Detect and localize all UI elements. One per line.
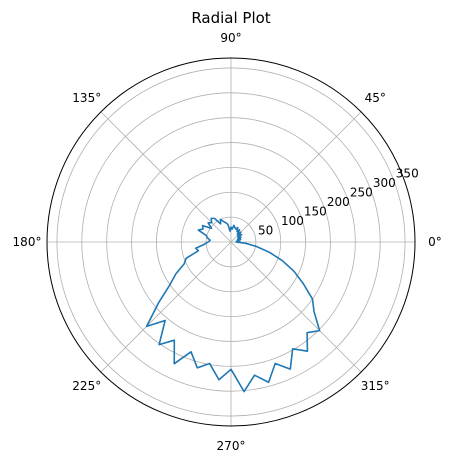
radial-tick-label-0: 50	[258, 223, 273, 237]
series-line-0	[145, 217, 321, 393]
angular-tick-label-0: 0°	[428, 235, 442, 249]
angular-gridline-1	[230, 111, 362, 243]
angular-gridline-5	[100, 241, 232, 373]
angular-tick-label-7: 315°	[361, 379, 390, 393]
angular-tick-label-1: 45°	[365, 91, 386, 105]
radial-tick-label-6: 350	[396, 166, 419, 180]
angular-gridline-7	[230, 241, 362, 373]
series-layer	[145, 217, 321, 393]
radial-tick-label-1: 100	[281, 214, 304, 228]
radial-tick-label-2: 150	[304, 204, 327, 218]
polar-frame	[46, 57, 416, 427]
angular-tick-label-3: 135°	[72, 91, 101, 105]
polar-grid	[47, 58, 415, 426]
radial-tick-label-3: 200	[327, 195, 350, 209]
angular-gridline-3	[100, 111, 232, 243]
radial-tick-label-5: 300	[373, 176, 396, 190]
angular-tick-label-5: 225°	[72, 379, 101, 393]
tick-labels: 0° 45° 90° 135° 180° 225° 270° 315° 50 1001502002…	[13, 31, 442, 453]
angular-tick-label-4: 180°	[13, 235, 42, 249]
angular-tick-label-2: 90°	[220, 31, 241, 45]
angular-tick-label-6: 270°	[217, 439, 246, 453]
radial-tick-label-4: 250	[350, 185, 373, 199]
chart-title: Radial Plot	[191, 9, 270, 27]
